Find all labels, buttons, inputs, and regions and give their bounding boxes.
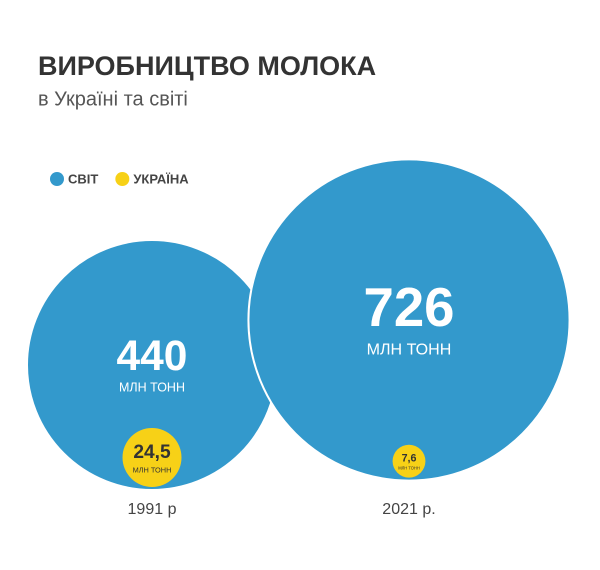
value-label: 726 (363, 277, 454, 338)
unit-label: МЛН ТОНН (367, 340, 452, 358)
chart-subtitle: в Україні та світі (38, 88, 188, 110)
bubble (247, 158, 571, 482)
unit-label: МЛН ТОНН (119, 381, 185, 395)
bubble (122, 428, 182, 487)
x-tick-label: 1991 р (128, 501, 177, 518)
unit-label: МЛН ТОНН (133, 466, 172, 475)
value-label: 440 (117, 333, 188, 380)
legend-label: СВІТ (68, 171, 98, 186)
chart-title: ВИРОБНИЦТВО МОЛОКА (38, 51, 376, 81)
x-tick-label: 2021 р. (382, 501, 435, 518)
value-label: 7,6 (402, 452, 417, 464)
unit-label: МЛН ТОНН (398, 466, 420, 471)
value-label: 24,5 (133, 442, 171, 463)
legend-swatch (50, 172, 64, 186)
bubble (392, 444, 426, 478)
legend-swatch (115, 172, 130, 186)
legend-label: УКРАЇНА (133, 171, 189, 186)
